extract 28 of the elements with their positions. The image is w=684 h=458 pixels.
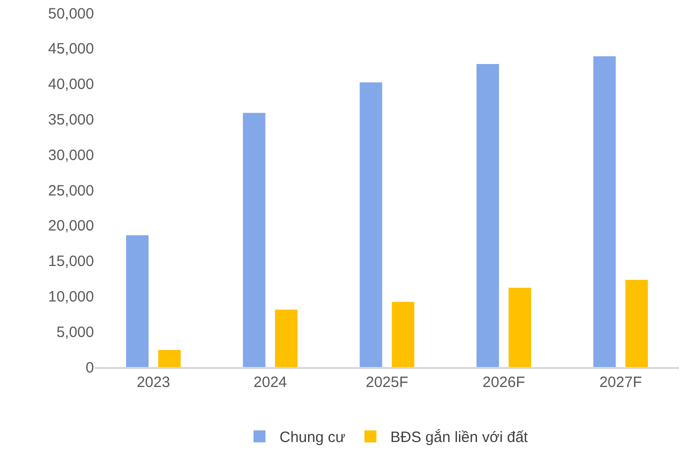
y-tick-label: 50,000 [48,5,94,22]
x-tick-label: 2025F [366,374,408,391]
bar [625,280,648,367]
bar [593,56,616,367]
y-tick-label: 20,000 [48,218,94,235]
bar [476,64,499,367]
bar [508,288,532,367]
legend-label: BĐS gắn liền với đất [390,428,529,446]
y-tick-label: 10,000 [48,288,94,306]
y-tick-label: 45,000 [48,40,94,58]
x-tick-label: 2026F [482,374,526,391]
bar [158,350,181,367]
bar [275,310,298,367]
y-tick-label: 0 [86,359,94,376]
y-tick-label: 35,000 [48,111,94,128]
x-tick-label: 2023 [136,374,170,391]
y-tick-label: 40,000 [48,76,94,94]
y-tick-label: 30,000 [48,146,94,164]
y-tick-label: 25,000 [48,182,94,200]
x-tick-label: 2027F [599,374,642,391]
bar [360,82,382,367]
legend-label: Chung cư [280,429,346,446]
bar [242,112,266,367]
bar [392,302,414,367]
x-tick-label: 2024 [254,374,287,391]
y-tick-label: 15,000 [48,253,94,270]
bar [126,235,149,367]
y-tick-label: 5,000 [56,324,94,341]
